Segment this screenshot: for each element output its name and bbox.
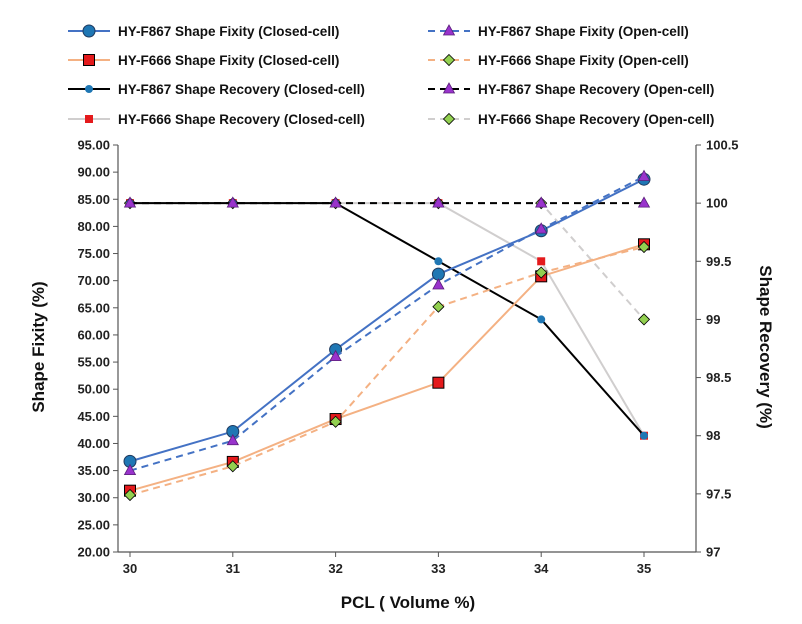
data-point [123,488,137,502]
y-tick-label: 65.00 [77,300,110,315]
data-point [226,460,239,473]
y-tick-label: 90.00 [77,165,110,180]
series-4 [126,199,648,440]
legend-marker [442,53,456,67]
x-tick-label: 33 [431,561,445,576]
y2-axis-title: Shape Recovery (%) [756,265,775,428]
x-axis-title: PCL ( Volume %) [341,593,475,612]
data-point [535,266,548,279]
data-point [123,463,137,476]
legend-item: HY-F666 Shape Recovery (Closed-cell) [68,112,365,127]
legend-marker [442,112,456,126]
data-point [637,313,651,326]
legend-marker [82,24,96,38]
y2-tick-label: 98.5 [706,370,731,385]
series-5 [123,196,651,208]
data-point [637,169,651,181]
legend-item: HY-F867 Shape Recovery (Closed-cell) [68,82,365,97]
y-tick-label: 45.00 [77,409,110,424]
legend-marker [85,115,93,123]
y-axis-title: Shape Fixity (%) [29,281,48,412]
x-tick-label: 34 [534,561,549,576]
series-line [129,175,645,472]
legend-item: HY-F867 Shape Fixity (Open-cell) [428,24,689,39]
y-tick-label: 55.00 [77,355,110,370]
y2-tick-label: 97.5 [706,486,731,501]
series-6 [126,199,648,440]
legend-item: HY-F666 Shape Recovery (Open-cell) [428,112,714,127]
x-tick-label: 30 [123,561,137,576]
legend-item: HY-F666 Shape Fixity (Closed-cell) [68,53,339,68]
y2-tick-label: 99 [706,312,720,327]
data-point [537,315,546,324]
legend-marker [442,82,456,94]
axes: 20.00 25.00 30.00 35.00 40.00 45.00 50.00 55.00… [77,138,738,577]
y-tick-label: 40.00 [77,436,110,451]
y-tick-label: 80.00 [77,219,110,234]
y-tick-label: 50.00 [77,382,110,397]
series-line [130,202,645,321]
legend-label: HY-F666 Shape Recovery (Open-cell) [478,112,714,127]
data-point [535,222,548,234]
y-tick-label: 35.00 [77,463,110,478]
data-point [329,415,342,428]
legend-label: HY-F867 Shape Recovery (Open-cell) [478,82,714,97]
legend-label: HY-F867 Shape Recovery (Closed-cell) [118,82,365,97]
series-line [129,178,645,463]
data-point [432,376,445,389]
y2-tick-label: 97 [706,545,720,560]
legend-marker [83,54,95,66]
y2-tick-label: 98 [706,428,720,443]
x-tick-label: 31 [226,561,240,576]
data-point [432,278,445,290]
y-tick-label: 30.00 [77,490,110,505]
data-point [640,431,648,440]
y-tick-label: 25.00 [77,517,110,532]
legend-item: HY-F666 Shape Fixity (Open-cell) [428,53,689,68]
y-tick-label: 60.00 [77,327,110,342]
y-tick-label: 70.00 [77,273,110,288]
legend-label: HY-F867 Shape Fixity (Closed-cell) [118,24,339,39]
x-tick-label: 35 [637,561,651,576]
legend-item: HY-F867 Shape Fixity (Closed-cell) [68,24,339,39]
legend-label: HY-F666 Shape Recovery (Closed-cell) [118,112,365,127]
y2-tick-label: 99.5 [706,254,731,269]
series-line [129,246,645,496]
data-point [226,196,239,208]
data-point [329,196,342,208]
plot-area [123,169,651,502]
data-point [329,349,342,362]
legend-label: HY-F867 Shape Fixity (Open-cell) [478,24,689,39]
data-point [535,196,548,208]
series-line [129,243,645,492]
legend-marker [85,85,93,93]
legend: HY-F867 Shape Fixity (Closed-cell) HY-F86… [68,24,714,127]
legend-marker [442,24,456,36]
data-point [637,196,651,208]
series-1 [123,169,651,476]
data-point [432,196,445,208]
series-2 [124,238,650,497]
data-point [434,257,443,266]
series-3 [123,240,651,502]
x-tick-label: 32 [328,561,342,576]
y2-tick-label: 100 [706,196,728,211]
data-point [637,240,651,254]
legend-item: HY-F867 Shape Recovery (Open-cell) [428,82,714,97]
data-point [226,433,239,446]
y-tick-label: 75.00 [77,246,110,261]
legend-label: HY-F666 Shape Fixity (Open-cell) [478,53,689,68]
legend-label: HY-F666 Shape Fixity (Closed-cell) [118,53,339,68]
data-point [432,300,445,313]
y-tick-label: 85.00 [77,192,110,207]
y-tick-label: 20.00 [77,545,110,560]
data-point [537,257,546,266]
y-tick-label: 95.00 [77,138,110,153]
y2-tick-label: 100.5 [706,138,739,153]
data-point [123,196,137,208]
